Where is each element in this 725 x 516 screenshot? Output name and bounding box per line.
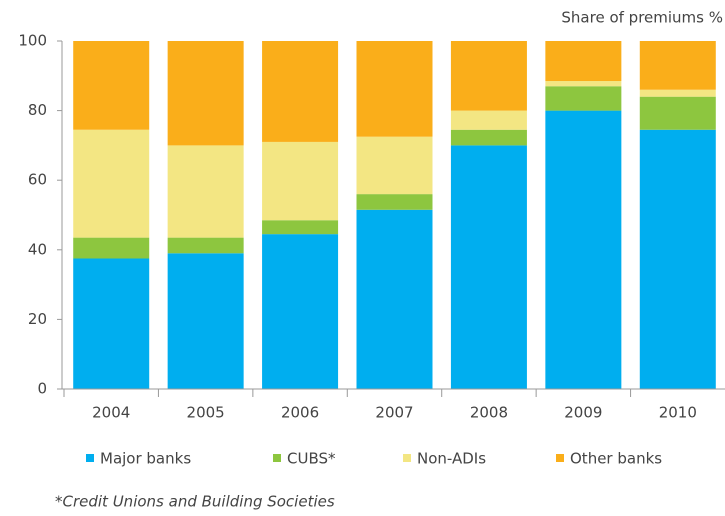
x-tick-label: 2007 (375, 404, 413, 422)
bar-segment (545, 86, 622, 111)
bar-segment (167, 41, 244, 146)
x-tick-label: 2008 (470, 404, 508, 422)
bar-segment (167, 145, 244, 238)
bar-segment (450, 110, 527, 130)
bar-segment (545, 110, 622, 389)
x-tick-label: 2005 (187, 404, 225, 422)
y-tick-label: 20 (28, 310, 47, 328)
bar-segment (262, 41, 339, 142)
bar-segment (545, 81, 622, 87)
legend-swatch (273, 454, 281, 462)
y-axis-label: Share of premiums % (561, 9, 723, 27)
bar-segment (545, 41, 622, 82)
legend-swatch (556, 454, 564, 462)
legend-swatch (86, 454, 94, 462)
bar-segment (167, 253, 244, 389)
bar-segment (73, 237, 150, 259)
bar-segment (73, 258, 150, 389)
y-tick-label: 60 (28, 171, 47, 189)
x-tick-label: 2006 (281, 404, 319, 422)
y-tick-label: 100 (18, 32, 47, 50)
bar-segment (356, 209, 433, 389)
bar-segment (73, 129, 150, 238)
bar-segment (639, 96, 716, 130)
bar-segment (73, 41, 150, 130)
bar-segment (639, 129, 716, 390)
bar-segment (356, 194, 433, 210)
legend-label: Other banks (570, 450, 662, 468)
bar-segment (262, 141, 339, 221)
footnote: *Credit Unions and Building Societies (55, 493, 335, 511)
legend-swatch (403, 454, 411, 462)
legend-label: Major banks (100, 450, 191, 468)
bar-segment (450, 41, 527, 111)
y-tick-label: 0 (37, 380, 47, 398)
legend-label: Non-ADIs (417, 450, 486, 468)
x-tick-label: 2009 (564, 404, 602, 422)
legend-label: CUBS* (287, 450, 336, 468)
x-tick-label: 2004 (92, 404, 130, 422)
bar-segment (356, 41, 433, 137)
bar-segment (639, 89, 716, 97)
bar-segment (356, 136, 433, 195)
bar-segment (262, 234, 339, 389)
bar-segment (450, 145, 527, 389)
y-tick-label: 80 (28, 101, 47, 119)
x-tick-label: 2010 (659, 404, 697, 422)
bar-segment (450, 129, 527, 146)
bar-segment (262, 220, 339, 235)
y-tick-label: 40 (28, 240, 47, 258)
bar-segment (639, 41, 716, 90)
bar-segment (167, 237, 244, 254)
